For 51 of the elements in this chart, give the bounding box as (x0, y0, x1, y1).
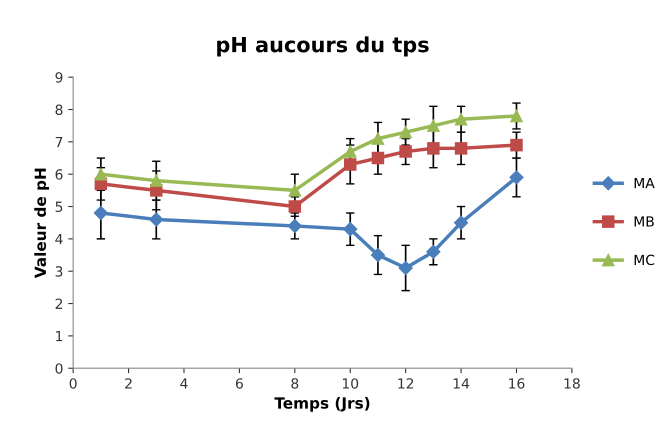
x-tick-label: 18 (564, 378, 580, 389)
point (370, 248, 386, 262)
point (344, 145, 356, 158)
point (149, 212, 164, 227)
x-tick-label: 14 (454, 378, 470, 389)
x-axis-title: Temps (Jrs) (274, 396, 370, 412)
y-tick-label: 1 (56, 331, 62, 342)
y-tick-label: 6 (56, 169, 63, 180)
legend-label: MB (634, 216, 654, 227)
point (510, 138, 523, 152)
y-tick-label: 9 (55, 72, 62, 83)
legend-label: MC (634, 254, 654, 266)
point (372, 152, 384, 164)
legend-label: MA (634, 178, 655, 188)
x-tick-label: 12 (398, 378, 414, 389)
y-tick-label: 2 (56, 298, 62, 309)
point (427, 142, 440, 155)
chart-title: pH aucours du tps (217, 36, 429, 57)
point (94, 206, 108, 220)
point (288, 218, 302, 234)
point (454, 216, 468, 230)
point (288, 200, 302, 213)
point (372, 132, 384, 145)
point (399, 126, 412, 138)
point (454, 142, 468, 155)
point (427, 119, 440, 132)
x-tick-label: 16 (509, 378, 524, 389)
x-tick-label: 6 (236, 378, 243, 389)
point (398, 260, 413, 276)
point (150, 174, 163, 187)
y-tick-label: 0 (56, 363, 63, 374)
y-tick-label: 7 (56, 137, 62, 148)
point (509, 170, 524, 185)
y-tick-label: 4 (55, 234, 63, 244)
y-tick-label: 5 (56, 202, 62, 212)
point (510, 110, 523, 122)
point (343, 222, 358, 236)
point (426, 244, 440, 259)
point (344, 158, 356, 171)
y-axis-title: Valeur de pH (34, 168, 50, 278)
x-tick-label: 2 (125, 378, 132, 389)
point (454, 112, 468, 126)
x-tick-label: 0 (70, 378, 77, 389)
x-tick-label: 8 (291, 378, 298, 389)
y-tick-label: 8 (56, 104, 62, 115)
point (94, 168, 108, 180)
x-tick-label: 4 (180, 378, 188, 389)
point (399, 145, 412, 158)
point (288, 184, 302, 197)
y-tick-label: 3 (56, 266, 62, 277)
x-tick-label: 10 (342, 378, 358, 389)
